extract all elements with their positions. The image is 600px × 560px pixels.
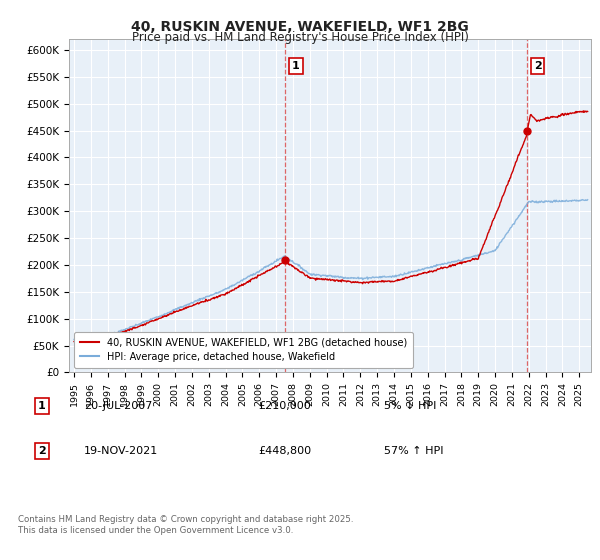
Legend: 40, RUSKIN AVENUE, WAKEFIELD, WF1 2BG (detached house), HPI: Average price, deta: 40, RUSKIN AVENUE, WAKEFIELD, WF1 2BG (d… [74, 332, 413, 367]
Text: 20-JUL-2007: 20-JUL-2007 [84, 401, 152, 411]
Text: 1: 1 [292, 61, 300, 71]
Text: 40, RUSKIN AVENUE, WAKEFIELD, WF1 2BG: 40, RUSKIN AVENUE, WAKEFIELD, WF1 2BG [131, 20, 469, 34]
Text: 57% ↑ HPI: 57% ↑ HPI [384, 446, 443, 456]
Text: Contains HM Land Registry data © Crown copyright and database right 2025.
This d: Contains HM Land Registry data © Crown c… [18, 515, 353, 535]
Text: £210,000: £210,000 [258, 401, 311, 411]
Text: 1: 1 [38, 401, 46, 411]
Text: 5% ↓ HPI: 5% ↓ HPI [384, 401, 436, 411]
Text: 19-NOV-2021: 19-NOV-2021 [84, 446, 158, 456]
Text: 2: 2 [38, 446, 46, 456]
Text: 2: 2 [534, 61, 541, 71]
Text: Price paid vs. HM Land Registry's House Price Index (HPI): Price paid vs. HM Land Registry's House … [131, 31, 469, 44]
Text: £448,800: £448,800 [258, 446, 311, 456]
